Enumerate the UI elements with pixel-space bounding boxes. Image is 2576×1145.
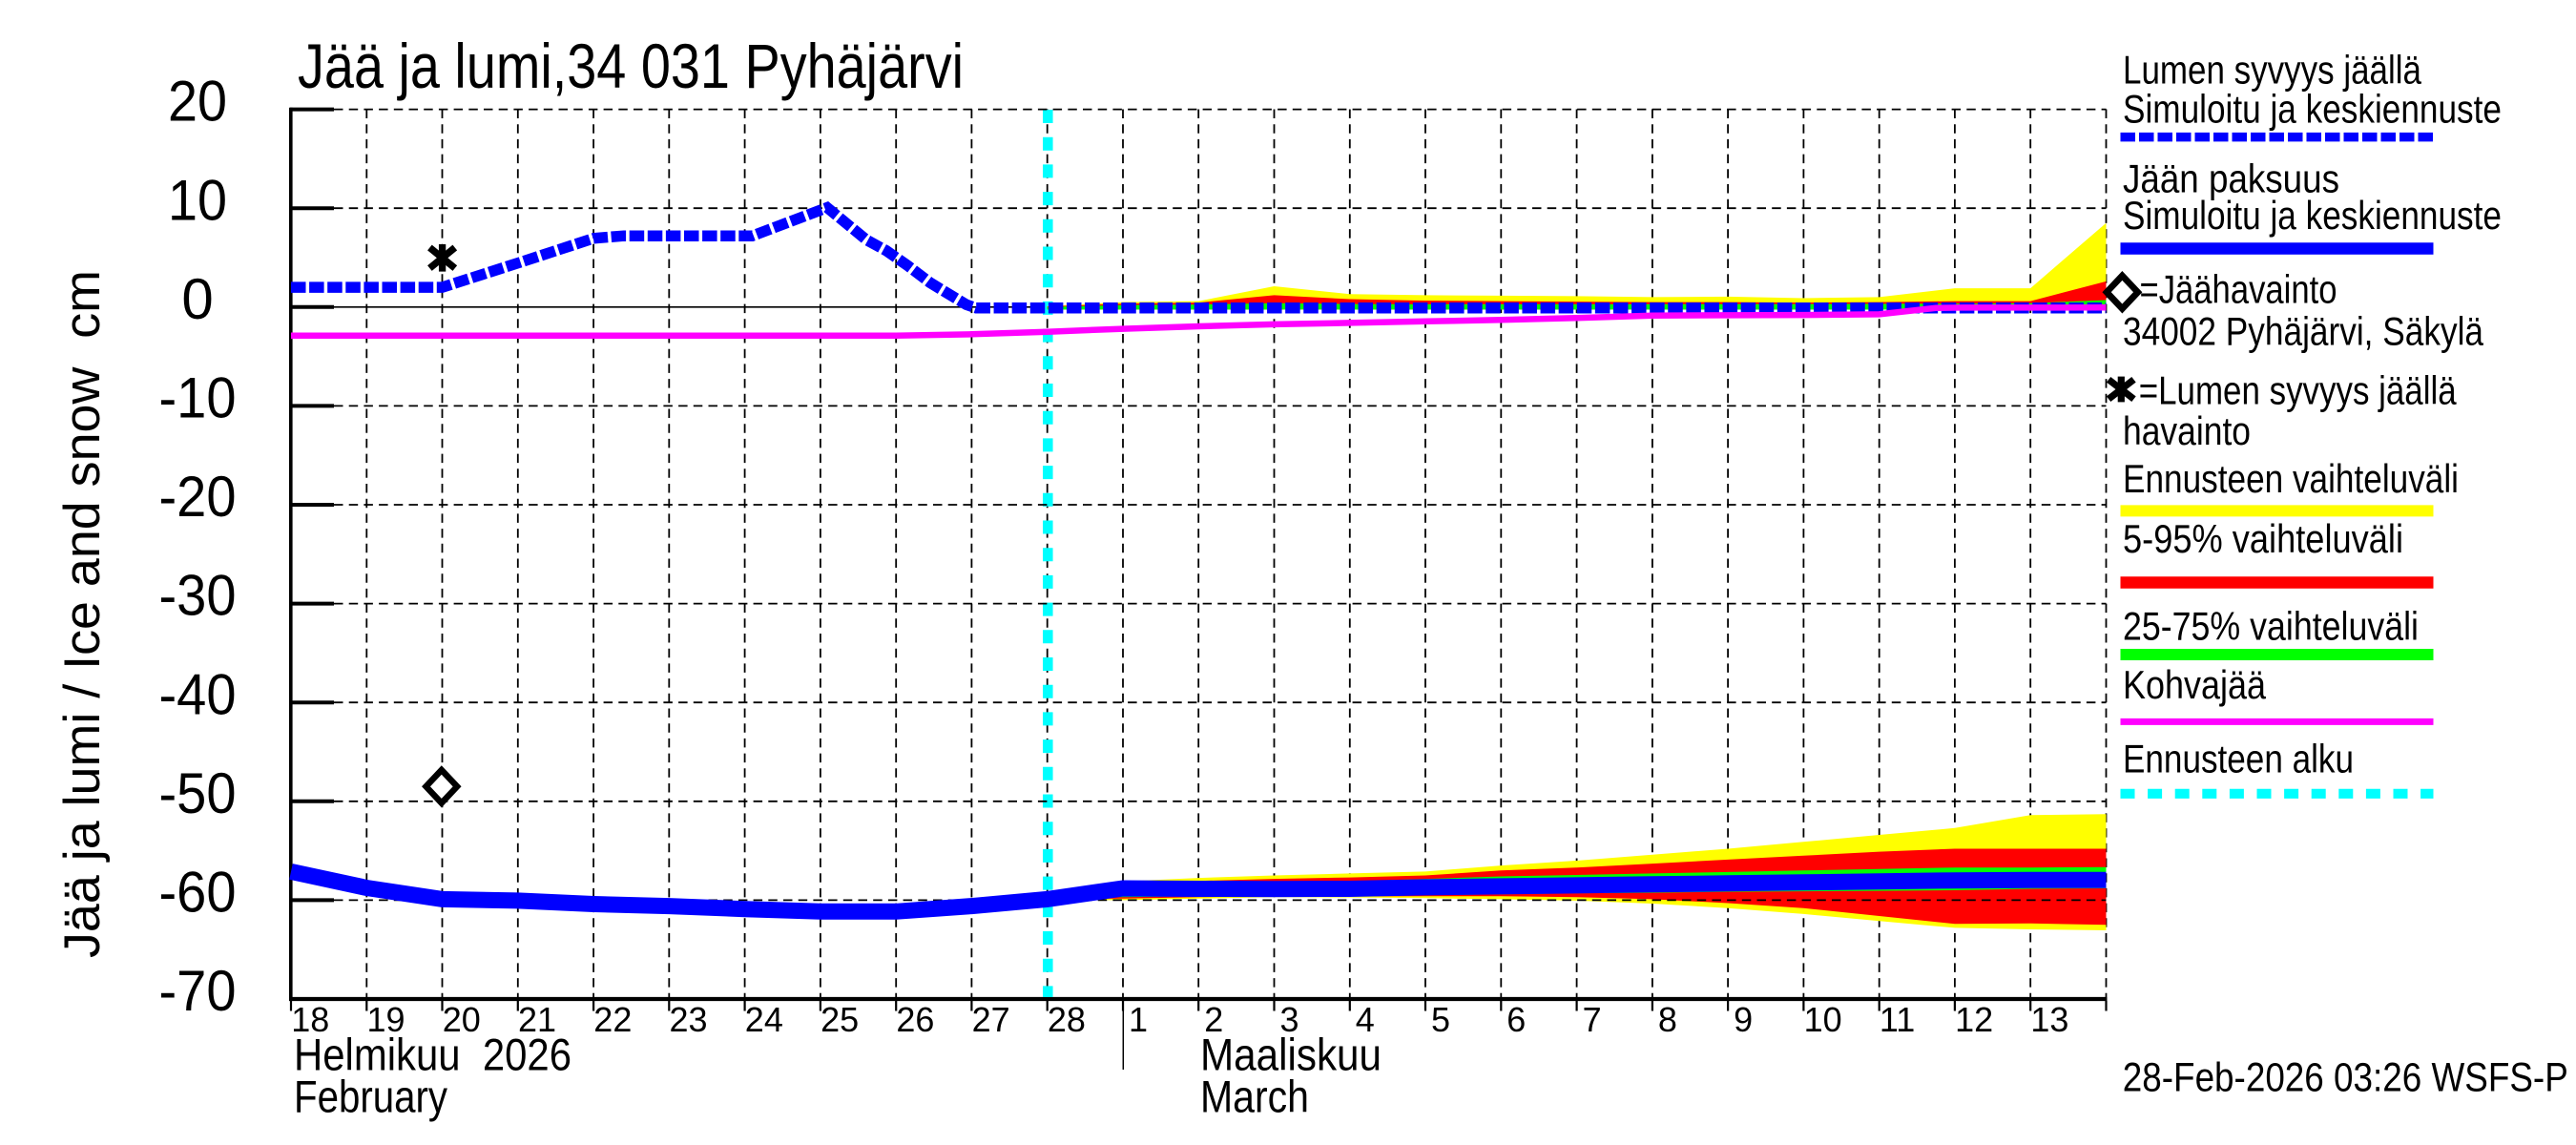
svg-text:8: 8 — [1658, 1000, 1677, 1039]
svg-text:5-95% vaihteluväli: 5-95% vaihteluväli — [2123, 516, 2403, 561]
svg-text:19: 19 — [367, 1000, 405, 1039]
svg-text:-40: -40 — [159, 662, 237, 726]
svg-text:25-75% vaihteluväli: 25-75% vaihteluväli — [2123, 604, 2419, 649]
svg-text:4: 4 — [1356, 1000, 1375, 1039]
svg-text:24: 24 — [745, 1000, 783, 1039]
svg-text:Jään paksuus: Jään paksuus — [2123, 156, 2339, 200]
svg-text:2: 2 — [1204, 1000, 1223, 1039]
svg-text:12: 12 — [1955, 1000, 1993, 1039]
svg-text:havainto: havainto — [2123, 408, 2251, 453]
svg-text:26: 26 — [896, 1000, 934, 1039]
svg-text:34002 Pyhäjärvi, Säkylä: 34002 Pyhäjärvi, Säkylä — [2123, 309, 2484, 354]
svg-text:=Jäähavainto: =Jäähavainto — [2140, 267, 2337, 312]
svg-text:Ennusteen alku: Ennusteen alku — [2123, 737, 2354, 781]
svg-text:-30: -30 — [159, 564, 237, 628]
svg-text:Lumen syvyys jäällä: Lumen syvyys jäällä — [2123, 48, 2422, 93]
svg-text:21: 21 — [518, 1000, 556, 1039]
svg-text:10: 10 — [1804, 1000, 1842, 1039]
svg-text:20: 20 — [168, 70, 227, 134]
svg-text:18: 18 — [291, 1000, 329, 1039]
svg-text:Simuloitu ja keskiennuste: Simuloitu ja keskiennuste — [2123, 86, 2502, 131]
svg-text:28: 28 — [1048, 1000, 1086, 1039]
svg-text:-10: -10 — [159, 366, 237, 430]
svg-text:5: 5 — [1431, 1000, 1450, 1039]
svg-text:Ennusteen vaihteluväli: Ennusteen vaihteluväli — [2123, 456, 2459, 501]
svg-text:11: 11 — [1880, 1000, 1915, 1039]
svg-text:7: 7 — [1583, 1000, 1602, 1039]
svg-text:28-Feb-2026 03:26 WSFS-P: 28-Feb-2026 03:26 WSFS-P — [2123, 1056, 2568, 1101]
svg-text:Helmikuu 2026: Helmikuu 2026 — [294, 1030, 571, 1080]
svg-text:1: 1 — [1129, 1000, 1148, 1039]
svg-text:-60: -60 — [159, 861, 237, 925]
svg-text:0: 0 — [181, 267, 213, 331]
svg-text:13: 13 — [2030, 1000, 2068, 1039]
svg-text:23: 23 — [670, 1000, 708, 1039]
svg-text:Maaliskuu: Maaliskuu — [1200, 1030, 1381, 1080]
svg-text:February: February — [294, 1072, 447, 1122]
svg-text:3: 3 — [1280, 1000, 1299, 1039]
svg-text:Jää ja lumi,34 031 Pyhäjärvi: Jää ja lumi,34 031 Pyhäjärvi — [298, 31, 964, 101]
svg-text:22: 22 — [593, 1000, 632, 1039]
svg-text:20: 20 — [443, 1000, 481, 1039]
svg-text:=Lumen syvyys jäällä: =Lumen syvyys jäällä — [2139, 367, 2458, 412]
svg-text:Simuloitu ja keskiennuste: Simuloitu ja keskiennuste — [2123, 193, 2502, 238]
svg-text:6: 6 — [1506, 1000, 1526, 1039]
svg-text:-70: -70 — [159, 959, 237, 1023]
svg-text:Jää ja lumi / Ice and snow cm: Jää ja lumi / Ice and snow cm — [54, 270, 111, 958]
svg-text:Kohvajää: Kohvajää — [2123, 662, 2267, 707]
svg-text:27: 27 — [972, 1000, 1010, 1039]
svg-text:9: 9 — [1734, 1000, 1753, 1039]
svg-text:25: 25 — [821, 1000, 859, 1039]
svg-text:March: March — [1200, 1072, 1309, 1122]
svg-text:-20: -20 — [159, 465, 237, 529]
svg-text:10: 10 — [168, 168, 227, 232]
svg-text:-50: -50 — [159, 761, 237, 825]
